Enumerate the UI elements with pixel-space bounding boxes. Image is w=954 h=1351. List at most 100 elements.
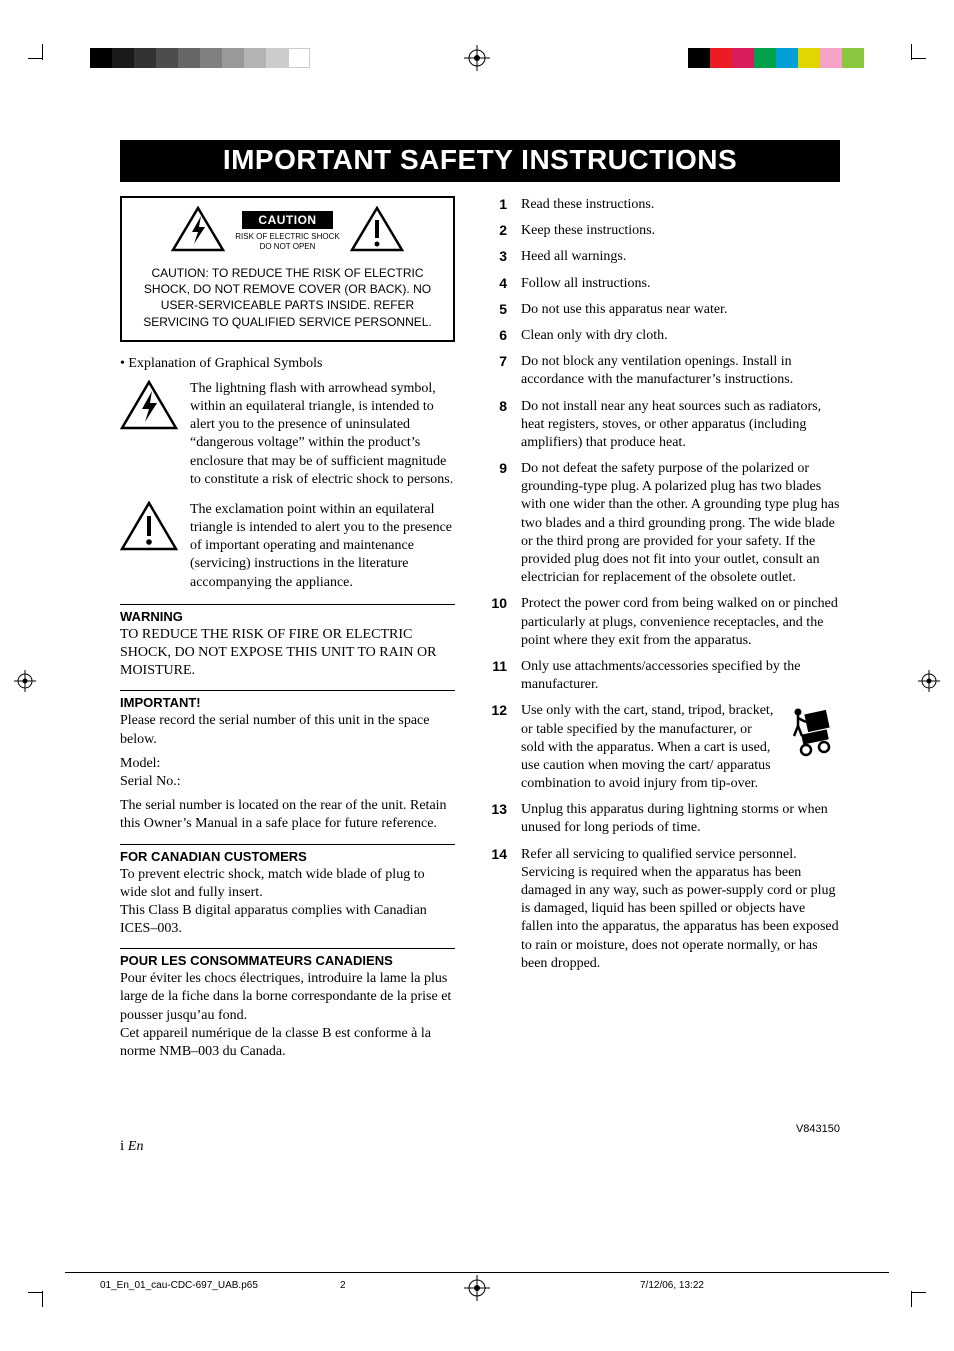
instruction-item: 8 Do not install near any heat sources su…	[485, 398, 840, 453]
lightning-triangle-icon	[120, 380, 178, 435]
caution-subtext: RISK OF ELECTRIC SHOCK DO NOT OPEN	[235, 232, 339, 252]
grayscale-colorbar	[90, 48, 310, 68]
canadian-fr-p1: Pour éviter les chocs électriques, intro…	[120, 970, 455, 1025]
registration-mark-icon	[918, 670, 940, 697]
instruction-item: 6Clean only with dry cloth.	[485, 327, 840, 345]
swatch	[178, 48, 200, 68]
instruction-number: 13	[485, 801, 507, 817]
page-number: i En	[120, 1138, 143, 1155]
instruction-item: 9 Do not defeat the safety purpose of the…	[485, 460, 840, 587]
instruction-item: 12 Use only with the cart, stand, tripod,…	[485, 702, 840, 793]
instruction-text: Read these instructions.	[521, 196, 840, 214]
registration-mark-icon	[464, 1275, 490, 1306]
footer-page: 2	[340, 1280, 346, 1291]
right-column: 1 Read these instructions. 2 Keep these ins…	[485, 196, 840, 1067]
swatch	[90, 48, 112, 68]
symbols-heading: • Explanation of Graphical Symbols	[120, 356, 455, 372]
swatch	[134, 48, 156, 68]
swatch	[754, 48, 776, 68]
instruction-number: 7	[485, 353, 507, 369]
important-title: IMPORTANT!	[120, 695, 455, 710]
caution-body-text: CAUTION: TO REDUCE THE RISK OF ELECTRIC …	[130, 265, 445, 330]
instruction-number: 5	[485, 301, 507, 317]
swatch	[222, 48, 244, 68]
page-title-banner: IMPORTANT SAFETY INSTRUCTIONS	[120, 140, 840, 182]
swatch	[112, 48, 134, 68]
instruction-text: Use only with the cart, stand, tripod, b…	[521, 702, 774, 793]
exclamation-triangle-icon	[350, 206, 404, 257]
footer-rule	[65, 1272, 889, 1273]
instruction-item: 3 Heed all warnings.	[485, 248, 840, 266]
crop-mark	[912, 1292, 926, 1293]
crop-mark	[911, 44, 912, 60]
instruction-item: 2 Keep these instructions.	[485, 222, 840, 240]
instruction-number: 4	[485, 275, 507, 291]
caution-box: CAUTION RISK OF ELECTRIC SHOCK DO NOT OP…	[120, 196, 455, 342]
registration-mark-icon	[14, 670, 36, 697]
cart-tip-over-icon	[784, 706, 840, 768]
canadian-en-section: FOR CANADIAN CUSTOMERS To prevent electr…	[120, 844, 455, 939]
swatch	[688, 48, 710, 68]
swatch	[244, 48, 266, 68]
symbol-exclaim-text: The exclamation point within an equilate…	[190, 501, 455, 592]
swatch	[820, 48, 842, 68]
instruction-item: 4 Follow all instructions.	[485, 275, 840, 293]
page-content: IMPORTANT SAFETY INSTRUCTIONS CAUTION RI…	[120, 140, 840, 1067]
symbol-lightning-text: The lightning flash with arrowhead symbo…	[190, 380, 455, 489]
canadian-en-p2: This Class B digital apparatus complies …	[120, 902, 455, 938]
crop-mark	[911, 1291, 912, 1307]
warning-body: TO REDUCE THE RISK OF FIRE OR ELECTRIC S…	[120, 626, 455, 681]
swatch	[732, 48, 754, 68]
crop-mark	[912, 58, 926, 59]
instruction-item: 14Refer all servicing to qualified servi…	[485, 846, 840, 973]
swatch	[842, 48, 864, 68]
instruction-number: 1	[485, 196, 507, 212]
instruction-number: 9	[485, 460, 507, 476]
registration-mark-icon	[464, 45, 490, 76]
instruction-number: 8	[485, 398, 507, 414]
instruction-item: 11Only use attachments/accessories speci…	[485, 658, 840, 694]
instruction-text: Keep these instructions.	[521, 222, 840, 240]
swatch	[266, 48, 288, 68]
symbol-exclaim-row: The exclamation point within an equilate…	[120, 501, 455, 592]
footer-date: 7/12/06, 13:22	[640, 1280, 704, 1291]
warning-section: WARNING TO REDUCE THE RISK OF FIRE OR EL…	[120, 604, 455, 681]
footer-filename: 01_En_01_cau-CDC-697_UAB.p65	[100, 1280, 258, 1291]
caution-label: CAUTION	[242, 211, 332, 229]
swatch	[200, 48, 222, 68]
warning-title: WARNING	[120, 609, 455, 624]
crop-mark	[42, 1291, 43, 1307]
instructions-list: 1 Read these instructions. 2 Keep these ins…	[485, 196, 840, 973]
instruction-text: Do not block any ventilation openings. I…	[521, 353, 840, 389]
instruction-text: Do not defeat the safety purpose of the …	[521, 460, 840, 587]
cmyk-colorbar	[688, 48, 864, 68]
swatch	[710, 48, 732, 68]
instruction-text: Do not use this apparatus near water.	[521, 301, 840, 319]
crop-mark	[28, 58, 42, 59]
exclamation-triangle-icon	[120, 501, 178, 556]
crop-mark	[28, 1292, 42, 1293]
canadian-fr-title: POUR LES CONSOMMATEURS CANADIENS	[120, 953, 455, 968]
crop-mark	[42, 44, 43, 60]
instruction-text: Unplug this apparatus during lightning s…	[521, 801, 840, 837]
instruction-number: 10	[485, 595, 507, 611]
instruction-number: 3	[485, 248, 507, 264]
instruction-text: Do not install near any heat sources suc…	[521, 398, 840, 453]
instruction-text: Heed all warnings.	[521, 248, 840, 266]
important-p4: The serial number is located on the rear…	[120, 797, 455, 833]
instruction-item: 1 Read these instructions.	[485, 196, 840, 214]
instruction-number: 12	[485, 702, 507, 718]
canadian-en-p1: To prevent electric shock, match wide bl…	[120, 866, 455, 902]
instruction-text: Follow all instructions.	[521, 275, 840, 293]
instruction-number: 2	[485, 222, 507, 238]
swatch	[288, 48, 310, 68]
instruction-item: 13 Unplug this apparatus during lightning…	[485, 801, 840, 837]
instruction-item: 10Protect the power cord from being walk…	[485, 595, 840, 650]
instruction-text: Refer all servicing to qualified service…	[521, 846, 840, 973]
canadian-fr-p2: Cet appareil numérique de la classe B es…	[120, 1025, 455, 1061]
symbol-lightning-row: The lightning flash with arrowhead symbo…	[120, 380, 455, 489]
instruction-text: Only use attachments/accessories specifi…	[521, 658, 840, 694]
swatch	[156, 48, 178, 68]
swatch	[798, 48, 820, 68]
instruction-item: 5 Do not use this apparatus near water.	[485, 301, 840, 319]
